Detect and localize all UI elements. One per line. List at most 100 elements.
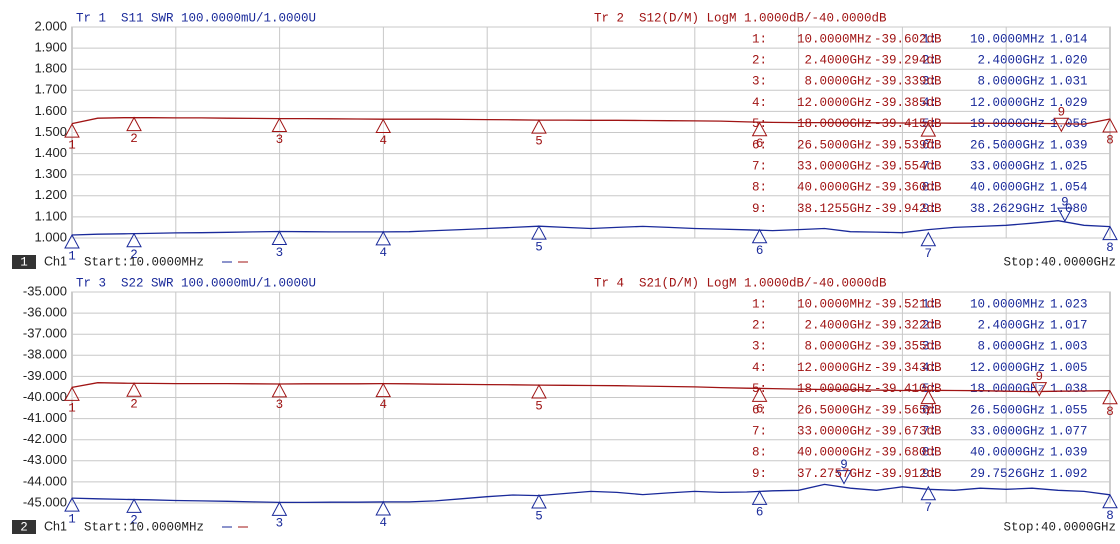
marker-triangle bbox=[64, 386, 80, 401]
marker-number: 5 bbox=[535, 399, 543, 413]
marker-row-value: 1.077 bbox=[1050, 424, 1088, 438]
marker-row-frequency: 10.0000MHz bbox=[970, 32, 1045, 46]
marker-row-value: 1.029 bbox=[1050, 96, 1088, 110]
marker-triangle bbox=[920, 122, 937, 137]
marker-triangle bbox=[920, 231, 937, 247]
y-tick-label: 1.000 bbox=[34, 229, 67, 244]
marker-row-value: -39.294dB bbox=[874, 53, 942, 67]
marker-row-frequency: 2.4000GHz bbox=[804, 53, 872, 67]
marker-row-name: 3: bbox=[752, 340, 767, 354]
marker-row-name: 2: bbox=[922, 53, 937, 67]
marker-row-name: 6: bbox=[922, 138, 937, 152]
marker-number: 3 bbox=[276, 517, 284, 531]
marker-row-value: -39.602dB bbox=[874, 32, 942, 46]
marker-row-frequency: 38.1255GHz bbox=[797, 202, 872, 216]
marker-row-frequency: 10.0000MHz bbox=[970, 297, 1045, 311]
marker-row-name: 5: bbox=[922, 382, 937, 396]
marker-number: 3 bbox=[276, 133, 284, 147]
marker-row-name: 1: bbox=[922, 32, 937, 46]
marker-triangle bbox=[920, 389, 937, 405]
marker-row-name: 2: bbox=[922, 318, 937, 332]
marker-row-frequency: 40.0000GHz bbox=[970, 446, 1045, 460]
channel-number: 2 bbox=[20, 520, 28, 534]
marker-row-name: 8: bbox=[752, 181, 767, 195]
marker-row-frequency: 18.0000GHz bbox=[797, 117, 872, 131]
marker-row-frequency: 18.0000GHz bbox=[970, 117, 1045, 131]
marker-row-name: 9: bbox=[922, 467, 937, 481]
y-tick-label: 1.100 bbox=[34, 208, 67, 223]
marker-row-value: -39.385dB bbox=[874, 96, 942, 110]
marker-row-name: 6: bbox=[752, 138, 767, 152]
marker-triangle bbox=[1057, 207, 1073, 223]
y-tick-label: -41.000 bbox=[23, 410, 67, 425]
marker-row-name: 4: bbox=[752, 96, 767, 110]
marker-triangle bbox=[271, 230, 288, 245]
channel-name: Ch1 bbox=[44, 519, 67, 533]
marker-row-value: -39.565dB bbox=[874, 403, 942, 417]
marker-row-name: 1: bbox=[752, 297, 767, 311]
marker-number: 4 bbox=[379, 246, 387, 260]
marker-number: 6 bbox=[756, 137, 764, 151]
marker-number: 1 bbox=[68, 402, 76, 416]
marker-triangle bbox=[1053, 117, 1070, 133]
marker-row-value: 1.017 bbox=[1050, 318, 1088, 332]
y-tick-label: -35.000 bbox=[23, 283, 67, 298]
y-tick-label: -38.000 bbox=[23, 347, 67, 362]
y-tick-label: -43.000 bbox=[23, 452, 67, 467]
marker-number: 4 bbox=[379, 516, 387, 530]
marker-row-value: -39.322dB bbox=[874, 318, 942, 332]
marker-row-frequency: 26.5000GHz bbox=[970, 403, 1045, 417]
marker-row-name: 4: bbox=[922, 361, 937, 375]
marker-row-frequency: 10.0000MHz bbox=[797, 32, 872, 46]
marker-row-frequency: 12.0000GHz bbox=[797, 96, 872, 110]
marker-row-name: 4: bbox=[922, 96, 937, 110]
marker-number: 6 bbox=[756, 403, 764, 417]
marker-triangle bbox=[920, 485, 937, 501]
channel-box bbox=[12, 520, 36, 534]
marker-row-value: 1.025 bbox=[1050, 159, 1088, 173]
marker-row-name: 6: bbox=[752, 403, 767, 417]
marker-triangle bbox=[531, 383, 547, 399]
marker-row-value: 1.005 bbox=[1050, 361, 1088, 375]
marker-row-name: 8: bbox=[752, 446, 767, 460]
channel-name: Ch1 bbox=[44, 254, 67, 268]
marker-row-frequency: 37.2757GHz bbox=[797, 467, 872, 481]
marker-row-frequency: 2.4000GHz bbox=[977, 318, 1045, 332]
marker-row-value: -39.942dB bbox=[874, 202, 942, 216]
marker-row-name: 3: bbox=[922, 340, 937, 354]
marker-triangle bbox=[751, 228, 768, 244]
marker-row-value: -39.415dB bbox=[874, 117, 942, 131]
marker-row-value: 1.038 bbox=[1050, 382, 1088, 396]
marker-row-value: 1.003 bbox=[1050, 340, 1088, 354]
marker-row-frequency: 38.2629GHz bbox=[970, 202, 1045, 216]
marker-triangle bbox=[531, 119, 547, 134]
marker-row-value: -39.343dB bbox=[874, 361, 942, 375]
marker-triangle bbox=[64, 233, 80, 249]
marker-triangle bbox=[1102, 117, 1118, 133]
trace-line bbox=[71, 220, 1111, 236]
trace-line bbox=[71, 483, 1111, 504]
marker-row-value: 1.092 bbox=[1050, 467, 1088, 481]
y-tick-label: -42.000 bbox=[23, 431, 67, 446]
marker-row-frequency: 18.0000GHz bbox=[970, 382, 1045, 396]
marker-row-frequency: 12.0000GHz bbox=[797, 361, 872, 375]
marker-row-name: 2: bbox=[752, 53, 767, 67]
marker-number: 2 bbox=[130, 514, 138, 528]
start-frequency: Start:10.0000MHz bbox=[84, 255, 204, 269]
marker-triangle bbox=[531, 493, 547, 509]
marker-triangle bbox=[375, 230, 392, 246]
marker-triangle bbox=[1102, 389, 1118, 405]
marker-number: 2 bbox=[130, 248, 138, 262]
trace-header: Tr 1 S11 SWR 100.0000mU/1.0000U bbox=[76, 11, 316, 25]
marker-triangle bbox=[126, 232, 142, 248]
marker-row-frequency: 12.0000GHz bbox=[970, 361, 1045, 375]
stop-frequency: Stop:40.0000GHz bbox=[1003, 520, 1116, 534]
marker-row-name: 3: bbox=[922, 75, 937, 89]
marker-row-frequency: 29.7526GHz bbox=[970, 467, 1045, 481]
marker-row-frequency: 2.4000GHz bbox=[977, 53, 1045, 67]
marker-number: 1 bbox=[68, 138, 76, 152]
marker-row-name: 9: bbox=[922, 202, 937, 216]
marker-number: 4 bbox=[379, 398, 387, 412]
marker-triangle bbox=[271, 501, 288, 516]
marker-triangle bbox=[751, 490, 768, 505]
